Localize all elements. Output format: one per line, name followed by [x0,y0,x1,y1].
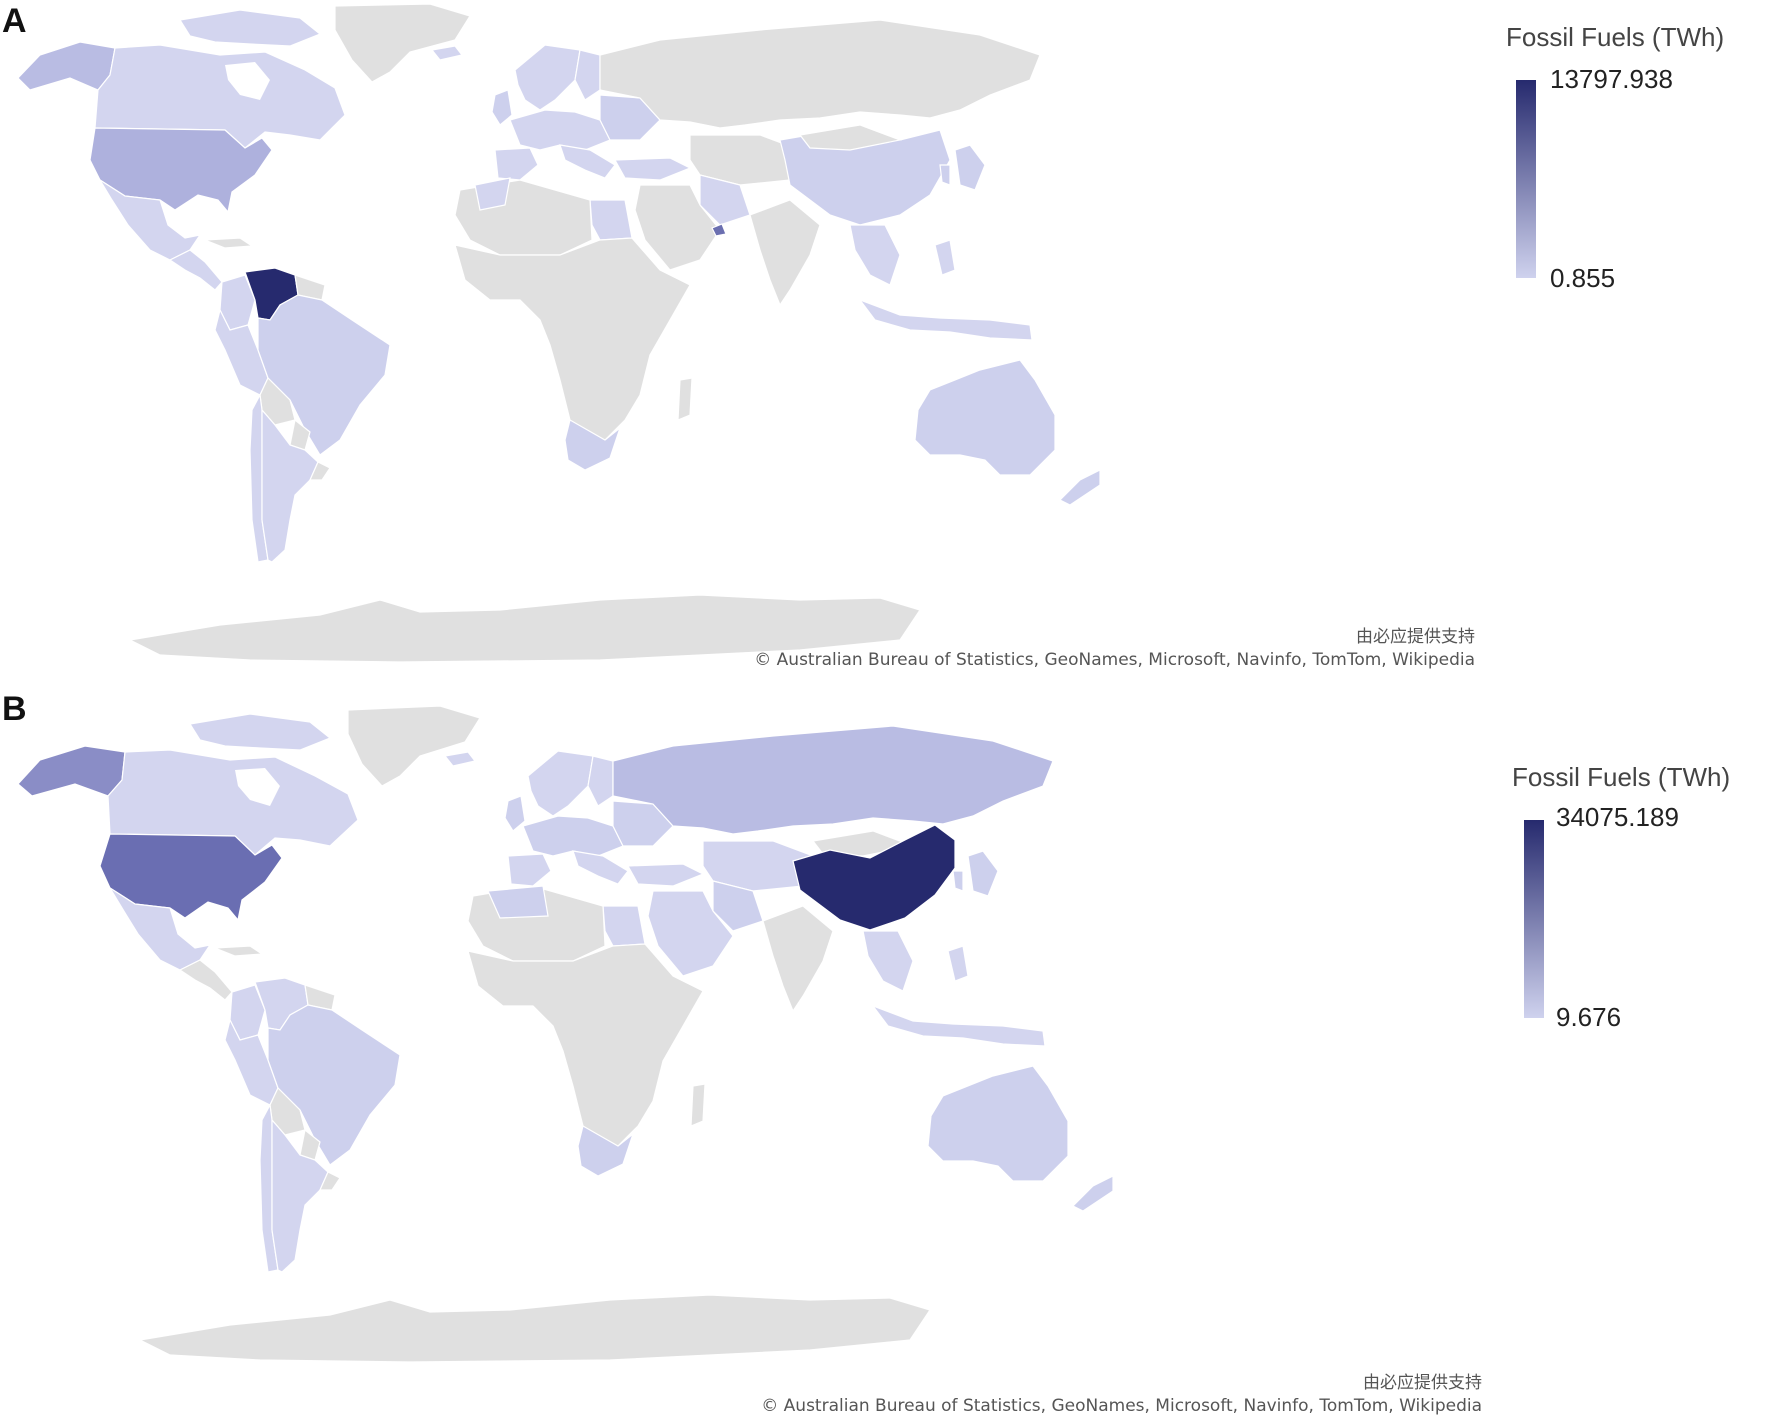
south-africa [577,1125,635,1177]
finland [587,755,614,807]
turkey [614,157,692,181]
indonesia [858,298,1033,341]
hudson-bay [235,768,280,806]
map-attribution: 由必应提供支持 © Australian Bureau of Statistic… [761,1368,1482,1416]
canada [107,749,359,856]
philippines [934,239,956,276]
philippines [947,945,969,982]
korea [952,870,964,892]
greenland [347,705,481,787]
russia [612,725,1054,835]
uruguay [309,461,331,481]
united-kingdom [491,89,513,126]
southeast-asia [862,930,914,992]
legend-title: Fossil Fuels (TWh) [1506,22,1725,52]
india [749,199,821,307]
madagascar [677,377,693,421]
southeast-asia [849,224,901,286]
china [792,824,956,931]
panel-label: B [2,690,27,728]
italy-balkans [572,850,629,885]
attribution-powered-by: 由必应提供支持 [1363,1373,1482,1393]
western-europe [522,815,624,857]
indonesia [871,1004,1046,1047]
western-europe [509,109,611,151]
antarctica [128,594,921,663]
algeria [487,885,549,919]
central-asia [702,840,814,892]
central-asia [689,134,801,186]
legend-min-value: 0.855 [1550,263,1616,293]
egypt [589,199,633,241]
central-america [168,249,223,291]
japan [967,850,999,897]
australia [927,1065,1069,1182]
algeria [474,177,511,211]
attribution-powered-by: 由必应提供支持 [1356,627,1475,647]
legend-color-ramp [1516,80,1536,278]
russia [599,19,1041,129]
south-africa [564,419,622,471]
italy-balkans [559,144,616,179]
legend-color-ramp [1524,820,1544,1018]
iran [699,174,751,226]
mongolia [798,124,903,151]
cuba [214,945,264,957]
legend-min-value: 9.676 [1556,1002,1622,1032]
world-choropleth-map [17,3,1100,663]
new-zealand [1071,1175,1114,1212]
finland [574,49,601,101]
new-zealand [1058,469,1100,506]
argentina [271,1118,329,1273]
iran [712,880,764,932]
uruguay [319,1171,341,1191]
attribution-credits: © Australian Bureau of Statistics, GeoNa… [754,650,1475,670]
central-america [178,959,233,1001]
legend-max-value: 13797.938 [1550,64,1673,94]
egypt [602,905,646,947]
mexico [109,887,212,971]
alaska [17,745,126,797]
map-panel-b: B [0,690,1772,1417]
iberia [507,853,552,887]
panel-label: A [2,2,27,40]
scandinavia [514,44,581,111]
antarctica [138,1294,931,1363]
iceland [443,751,477,767]
central-africa [467,943,704,1152]
world-choropleth-map [17,705,1114,1363]
alaska [17,41,116,91]
legend-max-value: 34075.189 [1556,802,1679,832]
north-africa [454,179,593,256]
map-attribution: 由必应提供支持 © Australian Bureau of Statistic… [754,622,1475,670]
japan [954,144,986,191]
greenland [334,3,471,83]
central-africa [454,237,691,446]
map-panel-a: A [0,0,1772,690]
india [762,905,834,1013]
mexico [99,179,202,261]
middle-east [647,890,734,977]
korea [939,164,951,186]
madagascar [690,1083,706,1127]
argentina [261,408,319,563]
iceland [430,45,464,61]
uae [711,223,727,237]
united-kingdom [504,795,526,832]
turkey [627,863,705,887]
canada-arctic-islands [179,9,322,47]
hudson-bay [225,62,270,100]
cuba [204,237,254,249]
scandinavia [527,750,594,817]
canada [94,44,346,149]
australia [914,359,1056,476]
iberia [494,147,539,181]
middle-east [634,184,721,271]
canada-arctic-islands [189,713,332,751]
attribution-credits: © Australian Bureau of Statistics, GeoNa… [761,1396,1482,1416]
legend-title: Fossil Fuels (TWh) [1512,762,1731,792]
